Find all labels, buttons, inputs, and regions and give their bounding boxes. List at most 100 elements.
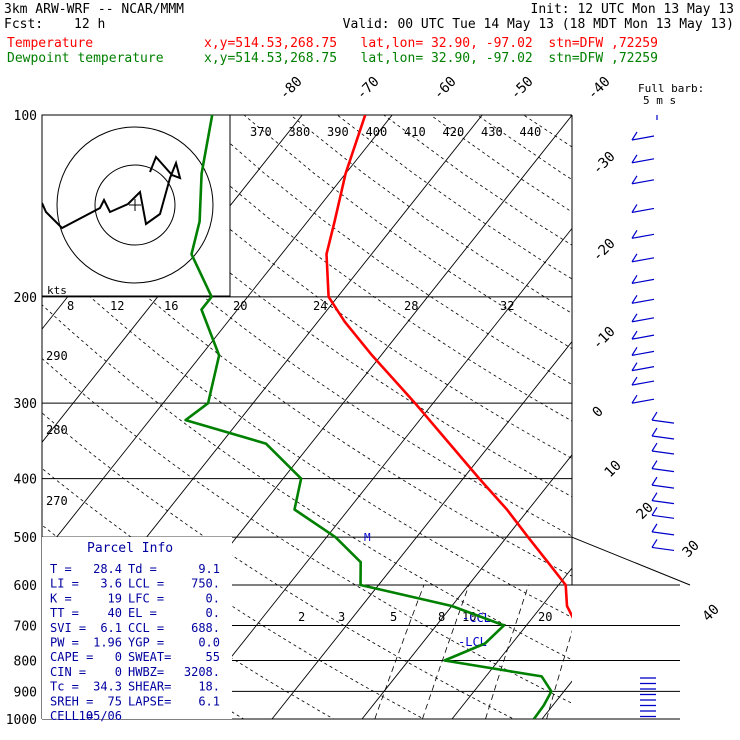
- mixing-ratio-label: 20: [538, 610, 552, 624]
- forecast-label: Fcst:: [4, 17, 44, 32]
- temperature-location: x,y=514.53,268.75 lat,lon= 32.90, -97.02…: [204, 36, 658, 51]
- pressure-tick-label: 600: [14, 579, 37, 594]
- hodo-speed-label: 12: [110, 299, 124, 313]
- isotherm-label: 20: [634, 500, 657, 523]
- pressure-tick-label: 700: [14, 619, 37, 634]
- isotherm-label: -70: [354, 74, 383, 103]
- wind-barb: [631, 350, 655, 356]
- pressure-tick-label: 1000: [6, 713, 37, 728]
- wind-barb: [631, 158, 655, 164]
- wind-barb: [651, 531, 675, 536]
- wind-barb: [651, 435, 675, 440]
- dry-adiabat: [383, 115, 572, 246]
- wind-barb-flag: [631, 294, 638, 304]
- isotherm-label: 0: [590, 404, 607, 421]
- isotherm-label: 30: [680, 538, 703, 561]
- dewpoint-location: x,y=514.53,268.75 lat,lon= 32.90, -97.02…: [204, 51, 658, 66]
- model-title: 3km ARW-WRF -- NCAR/MMM: [4, 2, 185, 17]
- hodograph-box: [41, 114, 231, 297]
- dry-adiabat: [42, 357, 572, 704]
- temperature-legend: Temperature: [7, 36, 94, 51]
- wind-barb: [631, 334, 655, 340]
- wind-barb: [631, 398, 655, 404]
- pressure-tick-label: 800: [14, 654, 37, 669]
- wind-barb-flag: [651, 492, 658, 501]
- dewpoint-legend: Dewpoint temperature: [7, 51, 164, 66]
- hodo-speed-label: 20: [233, 299, 247, 313]
- hodograph-trace: [42, 155, 182, 230]
- theta-e-label: 390: [327, 125, 349, 139]
- mixing-ratio-line: [675, 585, 707, 719]
- hodo-speed-label: 28: [404, 299, 418, 313]
- wind-barb: [631, 317, 655, 323]
- pressure-tick-label: 500: [14, 531, 37, 546]
- isotherm-label: -40: [585, 74, 614, 103]
- isotherm-line: [632, 115, 740, 719]
- mixing-ratio-label: 2: [298, 610, 305, 624]
- valid-time: Valid: 00 UTC Tue 14 May 13 (18 MDT Mon …: [342, 17, 734, 32]
- wind-barb: [651, 484, 675, 489]
- isotherm-line: [451, 567, 572, 719]
- pressure-tick-label: 900: [14, 685, 37, 700]
- wind-barb: [631, 233, 655, 239]
- mixing-ratio-label: 3: [338, 610, 345, 624]
- wind-barb-flag: [631, 229, 638, 239]
- mixing-ratio-label: 8: [438, 610, 445, 624]
- wind-barb: [631, 278, 655, 284]
- dry-adiabat: [476, 115, 572, 180]
- mixing-ratio-line: [577, 585, 615, 719]
- pressure-tick-label: 400: [14, 473, 37, 488]
- wind-barb-flag: [631, 362, 638, 371]
- wind-barb: [651, 500, 675, 505]
- wind-barb: [631, 380, 655, 386]
- dry-adiabat: [523, 115, 572, 148]
- wind-barb: [651, 419, 675, 424]
- lcl-mark: -LCL: [458, 635, 487, 649]
- wind-barb-flag: [631, 330, 638, 340]
- wind-barb-flag: [651, 427, 658, 437]
- isotherm-label: -30: [590, 149, 619, 178]
- mixing-ratio-line: [485, 584, 529, 719]
- dry-adiabat: [569, 115, 572, 117]
- pressure-tick-label: 200: [14, 291, 37, 306]
- wind-barb-flag: [651, 460, 658, 469]
- dry-adiabat-label: 290: [46, 349, 68, 363]
- hodograph-ring-outer: [56, 126, 214, 284]
- wind-barb-flag: [651, 506, 658, 516]
- isotherm-label: -10: [590, 324, 619, 353]
- wind-barb: [651, 468, 675, 473]
- wind-barb: [651, 546, 675, 552]
- dry-adiabat: [336, 115, 572, 280]
- dry-adiabat: [42, 412, 515, 719]
- wind-barb-flag: [651, 523, 658, 533]
- theta-e-label: 440: [520, 125, 542, 139]
- right-frame-slant: [571, 536, 691, 586]
- wind-barb-flag: [631, 313, 638, 323]
- wind-barb: [651, 514, 675, 519]
- mixing-ratio-line: [374, 584, 425, 719]
- hodo-speed-label: 16: [164, 299, 178, 313]
- isotherm-line: [181, 227, 572, 719]
- hodo-speed-label: 24: [313, 299, 327, 313]
- dry-adiabat-label: 270: [46, 494, 68, 508]
- theta-e-label: 370: [250, 125, 272, 139]
- theta-e-label: 380: [289, 125, 311, 139]
- temperature-profile-line: [325, 115, 572, 619]
- wind-barb: [631, 366, 655, 372]
- dry-adiabat: [42, 199, 572, 577]
- wind-barb: [631, 207, 655, 214]
- wind-barb-flag: [651, 476, 658, 486]
- wind-barb-flag: [631, 175, 638, 185]
- hodo-speed-label: 8: [67, 299, 74, 313]
- isotherm-label: -20: [590, 236, 619, 265]
- theta-e-label: 430: [481, 125, 503, 139]
- isotherm-line: [361, 454, 572, 719]
- isotherm-label: -60: [431, 74, 460, 103]
- m-mark: M: [364, 531, 371, 544]
- wind-barb-flag: [631, 275, 638, 284]
- dry-adiabat: [150, 115, 572, 422]
- pressure-tick-label: 100: [14, 109, 37, 124]
- isotherm-label: 10: [602, 458, 625, 481]
- dry-adiabat: [663, 115, 740, 732]
